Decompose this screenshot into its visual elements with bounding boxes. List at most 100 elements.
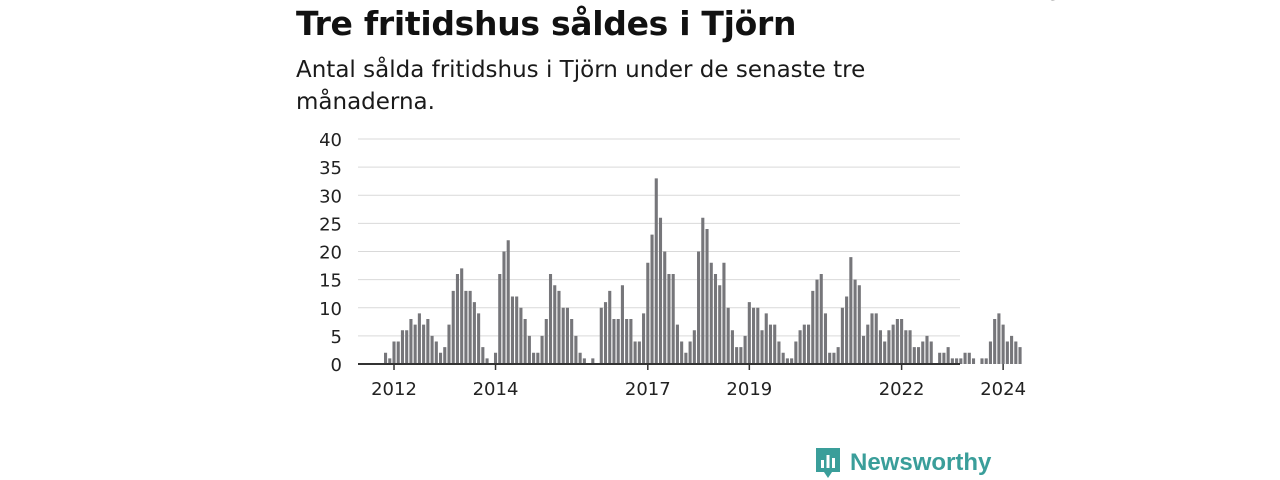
bar — [735, 347, 739, 364]
bar — [599, 307, 603, 364]
bar — [900, 319, 904, 364]
bar — [680, 341, 684, 364]
bar — [654, 178, 658, 364]
bar — [633, 341, 637, 364]
bar — [790, 358, 794, 364]
bar — [434, 341, 438, 364]
bar — [768, 324, 773, 364]
bar — [993, 319, 997, 364]
bar — [743, 335, 747, 364]
newsworthy-logo: Newsworthy — [814, 446, 991, 480]
axes: 0 5 10 15 20 25 30 35 40 2012 2014 2017 2019 2022 2024… — [319, 0, 1060, 400]
bar — [878, 330, 883, 364]
bar — [426, 319, 430, 364]
bar — [430, 335, 434, 364]
bar — [544, 319, 548, 364]
bar — [815, 279, 819, 364]
bar — [557, 290, 561, 364]
bar — [658, 217, 663, 364]
y-tick-label: 0 — [331, 355, 342, 376]
bar — [752, 307, 756, 364]
chart-title: Tre fritidshus såldes i Tjörn — [296, 4, 797, 43]
bar — [1018, 347, 1022, 364]
bar — [895, 319, 899, 364]
y-tick-label: 15 — [319, 271, 342, 292]
bar — [548, 274, 553, 364]
bar — [667, 274, 671, 364]
bar — [764, 313, 768, 364]
bar — [807, 324, 811, 364]
bar — [980, 358, 984, 364]
bar — [832, 352, 836, 364]
x-tick-label: 2019 — [726, 379, 772, 400]
bar — [929, 341, 933, 364]
bar — [646, 262, 650, 364]
bar — [722, 262, 726, 364]
bar — [400, 330, 405, 364]
bar — [642, 313, 646, 364]
bars — [384, 178, 1022, 364]
bar — [730, 330, 734, 364]
brand-name: Newsworthy — [850, 449, 992, 476]
bar — [946, 347, 950, 364]
bar — [963, 352, 967, 364]
bar — [785, 358, 789, 364]
bar — [519, 307, 523, 364]
bar — [481, 347, 485, 364]
bar — [637, 341, 641, 364]
bar — [578, 352, 582, 364]
bar — [819, 274, 823, 364]
bar — [773, 324, 777, 364]
bar — [485, 358, 489, 364]
bar — [443, 347, 447, 364]
bar — [464, 290, 468, 364]
x-tick-label: 2012 — [371, 379, 417, 400]
bar — [802, 324, 806, 364]
bar — [798, 330, 802, 364]
bar — [502, 251, 506, 364]
bar — [523, 319, 527, 364]
bar — [417, 313, 421, 364]
bar — [828, 352, 832, 364]
bar — [697, 251, 701, 364]
bar — [536, 352, 540, 364]
bar — [582, 358, 586, 364]
bar — [870, 313, 874, 364]
bar — [921, 341, 925, 364]
bar — [565, 307, 569, 364]
bar — [1005, 341, 1009, 364]
bar — [925, 335, 929, 364]
bar — [971, 358, 976, 364]
bar — [883, 341, 887, 364]
bar — [405, 330, 409, 364]
bar — [747, 302, 751, 364]
bar — [540, 335, 544, 364]
bar — [616, 319, 620, 364]
bar — [713, 274, 718, 364]
bar — [671, 274, 675, 364]
bar — [891, 324, 895, 364]
bar — [908, 330, 912, 364]
bar — [853, 279, 857, 364]
bar — [997, 313, 1001, 364]
bar — [384, 352, 388, 364]
y-tick-label: 5 — [331, 327, 342, 348]
bar — [942, 352, 946, 364]
bar — [988, 341, 992, 364]
bar — [570, 319, 574, 364]
bar — [591, 358, 595, 364]
bar — [392, 341, 396, 364]
bar — [726, 307, 730, 364]
bar — [532, 352, 536, 364]
bar — [849, 257, 853, 364]
bar — [493, 352, 498, 364]
bar — [553, 285, 557, 364]
bar — [574, 335, 578, 364]
x-tick-label: 2024 — [980, 379, 1026, 400]
bar — [625, 319, 629, 364]
bar — [836, 347, 840, 364]
bar — [620, 285, 624, 364]
bar — [515, 296, 519, 364]
y-tick-label: 35 — [319, 158, 342, 179]
bar — [688, 341, 692, 364]
